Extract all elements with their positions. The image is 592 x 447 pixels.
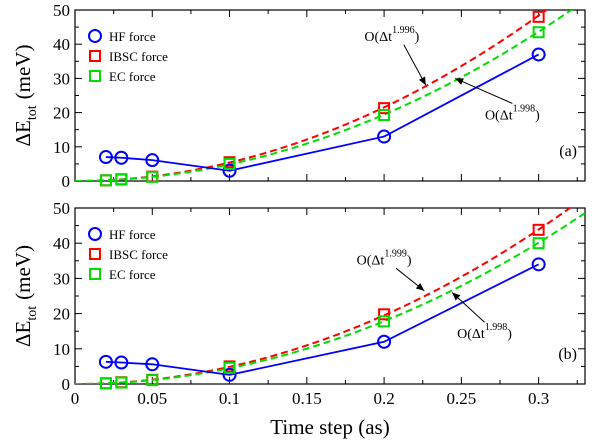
- data-point: [532, 237, 545, 250]
- legend-marker: [88, 227, 102, 241]
- y-tick-label: 50: [53, 199, 70, 218]
- y-axis-title-main: ΔE: [11, 321, 35, 347]
- y-axis-title-main: ΔE: [11, 120, 35, 146]
- panel-b: 0 0.05 0.1 0.15 0.2 0.25 0.3 0 10 20 30 40 50 ΔEtot (m…: [11, 199, 586, 408]
- y-tick-label: 30: [53, 69, 70, 88]
- y-tick-label: 20: [53, 104, 70, 123]
- data-point: [223, 157, 236, 170]
- legend-marker: [89, 70, 101, 82]
- annotation-close: ): [415, 30, 420, 45]
- y-tick-label: 50: [53, 1, 70, 20]
- series-line: [105, 263, 540, 376]
- data-point: [378, 308, 391, 321]
- annotation-exponent: 1.998: [485, 322, 508, 333]
- annotation-arrow-head: [455, 78, 464, 85]
- legend-label: IBSC force: [109, 49, 168, 64]
- legend-label: EC force: [109, 69, 156, 84]
- x-tick-label: 0: [71, 389, 80, 408]
- data-point: [145, 153, 160, 168]
- legend-label: EC force: [109, 267, 156, 282]
- data-point: [98, 354, 113, 369]
- data-point: [99, 174, 112, 187]
- y-tick-label: 40: [53, 234, 70, 253]
- annotation-arrow-head: [415, 283, 425, 291]
- y-tick-label: 40: [53, 35, 70, 54]
- fit-curve: [75, 212, 585, 384]
- data-point: [222, 367, 237, 382]
- y-tick-label: 30: [53, 269, 70, 288]
- annotation-base: O(Δt: [485, 108, 513, 123]
- data-point: [146, 374, 159, 387]
- data-point: [378, 108, 391, 121]
- y-tick-label: 10: [53, 340, 70, 359]
- data-point: [532, 10, 545, 23]
- data-point: [99, 377, 112, 390]
- legend-marker: [89, 50, 101, 62]
- legend-marker: [89, 268, 101, 280]
- legend-marker: [88, 29, 102, 43]
- annotation-label: O(Δt1.996): [364, 25, 419, 45]
- annotation-exponent: 1.999: [384, 248, 407, 259]
- data-point: [145, 357, 160, 372]
- annotation-exponent: 1.996: [392, 25, 415, 36]
- y-axis-title-unit: (meV): [11, 245, 35, 300]
- annotation-arrow-head: [418, 76, 426, 86]
- legend-marker: [89, 248, 101, 260]
- annotation-exponent: 1.998: [513, 103, 536, 114]
- data-point: [114, 150, 129, 165]
- data-point: [378, 102, 391, 115]
- panel-label: (b): [558, 346, 577, 363]
- fit-curve: [75, 10, 549, 181]
- annotation-arrow-line: [454, 77, 513, 104]
- y-axis-title: ΔEtot (meV): [11, 245, 40, 347]
- y-axis-title-unit: (meV): [11, 45, 35, 100]
- x-tick-label: 0.15: [292, 389, 322, 408]
- y-axis-title-sub: tot: [25, 306, 40, 321]
- data-point: [115, 376, 128, 389]
- x-tick-label: 0.1: [219, 389, 240, 408]
- annotation-base: O(Δt: [357, 253, 385, 268]
- annotation-close: ): [507, 327, 512, 342]
- data-point: [146, 170, 159, 183]
- y-tick-label: 0: [62, 375, 71, 394]
- x-tick-label: 0.25: [446, 389, 476, 408]
- y-axis-title: ΔEtot (meV): [11, 45, 40, 147]
- y-tick-label: 20: [53, 305, 70, 324]
- annotation-close: ): [535, 108, 540, 123]
- annotation-label: O(Δt1.999): [357, 248, 412, 268]
- x-tick-label: 0.3: [528, 389, 549, 408]
- data-point: [377, 129, 392, 144]
- panel-label: (a): [559, 143, 577, 160]
- y-axis-title-sub: tot: [25, 105, 40, 120]
- annotation-base: O(Δt: [364, 30, 392, 45]
- annotation-close: ): [407, 253, 412, 268]
- data-point: [114, 355, 129, 370]
- y-tick-label: 0: [62, 172, 71, 191]
- data-point: [532, 223, 545, 236]
- data-point: [223, 361, 236, 374]
- data-point: [531, 257, 546, 272]
- annotation-base: O(Δt: [457, 327, 485, 342]
- legend-label: HF force: [109, 29, 156, 44]
- annotation-label: O(Δt1.998): [485, 103, 540, 123]
- annotation-label: O(Δt1.998): [457, 322, 512, 342]
- data-point: [378, 315, 391, 328]
- legend-label: IBSC force: [109, 247, 168, 262]
- data-point: [115, 173, 128, 186]
- data-point: [532, 26, 545, 39]
- series-line: [105, 53, 540, 172]
- data-point: [98, 150, 113, 165]
- data-point: [377, 334, 392, 349]
- x-axis-title: Time step (as): [270, 415, 389, 439]
- data-point: [222, 163, 237, 178]
- x-tick-label: 0.05: [137, 389, 167, 408]
- annotation-arrow-head: [452, 292, 461, 301]
- x-tick-label: 0.2: [373, 389, 394, 408]
- y-tick-label: 10: [53, 138, 70, 157]
- panel-a: 0 10 20 30 40 50 ΔEtot (meV) HF force IBSC force E…: [11, 1, 586, 191]
- data-point: [531, 47, 546, 62]
- fit-curve: [75, 208, 572, 384]
- legend-label: HF force: [109, 227, 156, 242]
